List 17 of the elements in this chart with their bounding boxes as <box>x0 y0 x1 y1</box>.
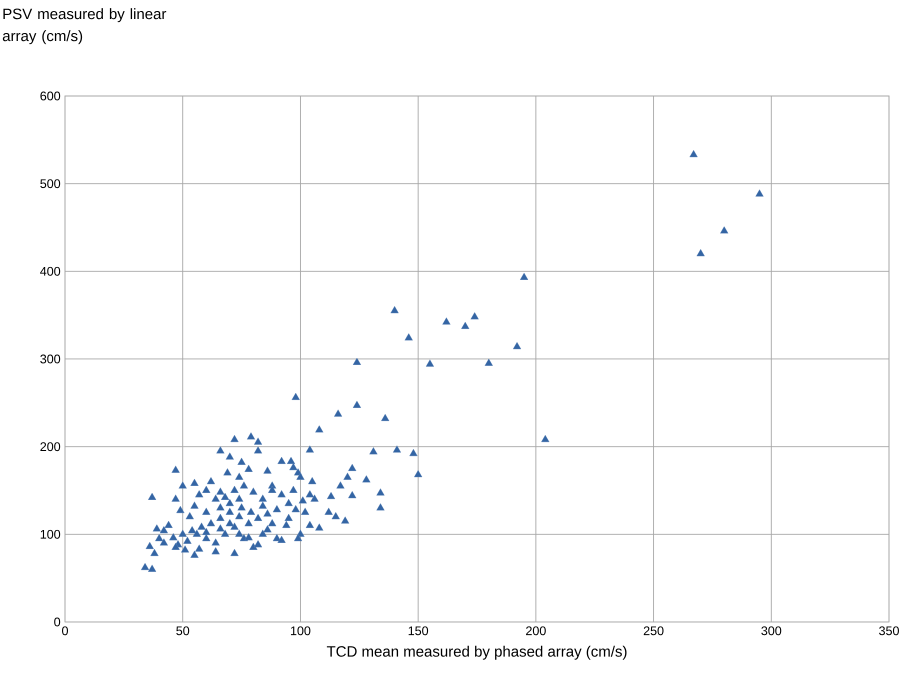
x-tick-label: 100 <box>290 626 310 636</box>
x-tick-label: 200 <box>526 626 546 636</box>
x-axis-title: TCD mean measured by phased array (cm/s) <box>326 646 627 660</box>
y-tick-label: 400 <box>40 266 60 276</box>
y-tick-label: 0 <box>54 618 60 626</box>
x-tick-label: 300 <box>761 626 782 636</box>
y-tick-label: 100 <box>40 530 60 539</box>
y-tick-label: 200 <box>40 442 60 452</box>
y-axis-title: PSV measured by linear array (cm/s) <box>2 8 166 44</box>
x-tick-label: 150 <box>408 626 428 636</box>
x-tick-label: 350 <box>879 626 899 636</box>
y-tick-label: 500 <box>40 179 60 188</box>
x-tick-label: 250 <box>644 626 664 636</box>
x-tick-label: 0 <box>62 626 68 636</box>
y-tick-label: 300 <box>40 354 60 364</box>
x-tick-label: 50 <box>176 626 190 636</box>
y-tick-label: 600 <box>40 92 60 100</box>
